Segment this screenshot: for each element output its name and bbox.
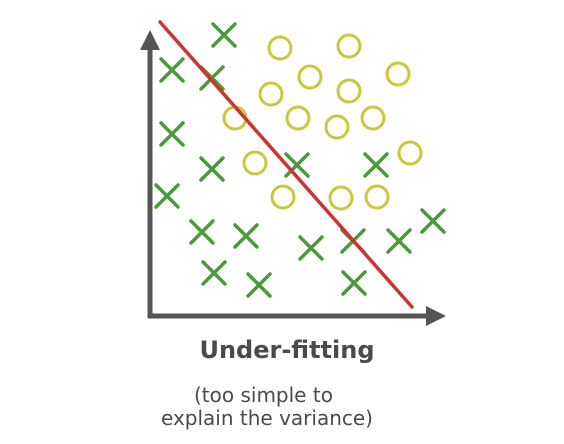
circle-marker-icon [336, 78, 362, 104]
cross-marker-icon [159, 121, 185, 147]
cross-marker-icon [189, 219, 215, 245]
circle-marker-icon [242, 150, 268, 176]
circle-marker-icon [328, 185, 354, 211]
subtitle-line-2: explain the variance) [161, 406, 373, 430]
y-axis-arrowhead-icon [140, 30, 160, 50]
cross-marker-icon [199, 156, 225, 182]
circle-marker-icon [285, 105, 311, 131]
axes [140, 30, 446, 326]
underfit-decision-line [158, 20, 414, 309]
x-axis-arrowhead-icon [426, 306, 446, 326]
circle-markers [222, 33, 423, 211]
cross-marker-icon [246, 272, 272, 298]
cross-marker-icon [159, 57, 185, 83]
cross-marker-icon [211, 22, 237, 48]
cross-marker-icon [386, 228, 412, 254]
circle-marker-icon [270, 184, 296, 210]
cross-marker-icon [298, 235, 324, 261]
subtitle-line-1: (too simple to [194, 383, 333, 407]
cross-marker-icon [284, 152, 310, 178]
cross-marker-icon [363, 152, 389, 178]
cross-markers [154, 22, 446, 298]
cross-marker-icon [154, 183, 180, 209]
circle-marker-icon [267, 35, 293, 61]
cross-marker-icon [341, 270, 367, 296]
circle-marker-icon [397, 140, 423, 166]
circle-marker-icon [324, 114, 350, 140]
circle-marker-icon [360, 105, 386, 131]
underfitting-diagram [140, 20, 446, 326]
circle-marker-icon [297, 64, 323, 90]
circle-marker-icon [258, 81, 284, 107]
diagram-title: Under-fitting [199, 336, 375, 364]
circle-marker-icon [336, 33, 362, 59]
cross-marker-icon [201, 260, 227, 286]
circle-marker-icon [364, 184, 390, 210]
cross-marker-icon [420, 208, 446, 234]
circle-marker-icon [385, 61, 411, 87]
cross-marker-icon [233, 223, 259, 249]
